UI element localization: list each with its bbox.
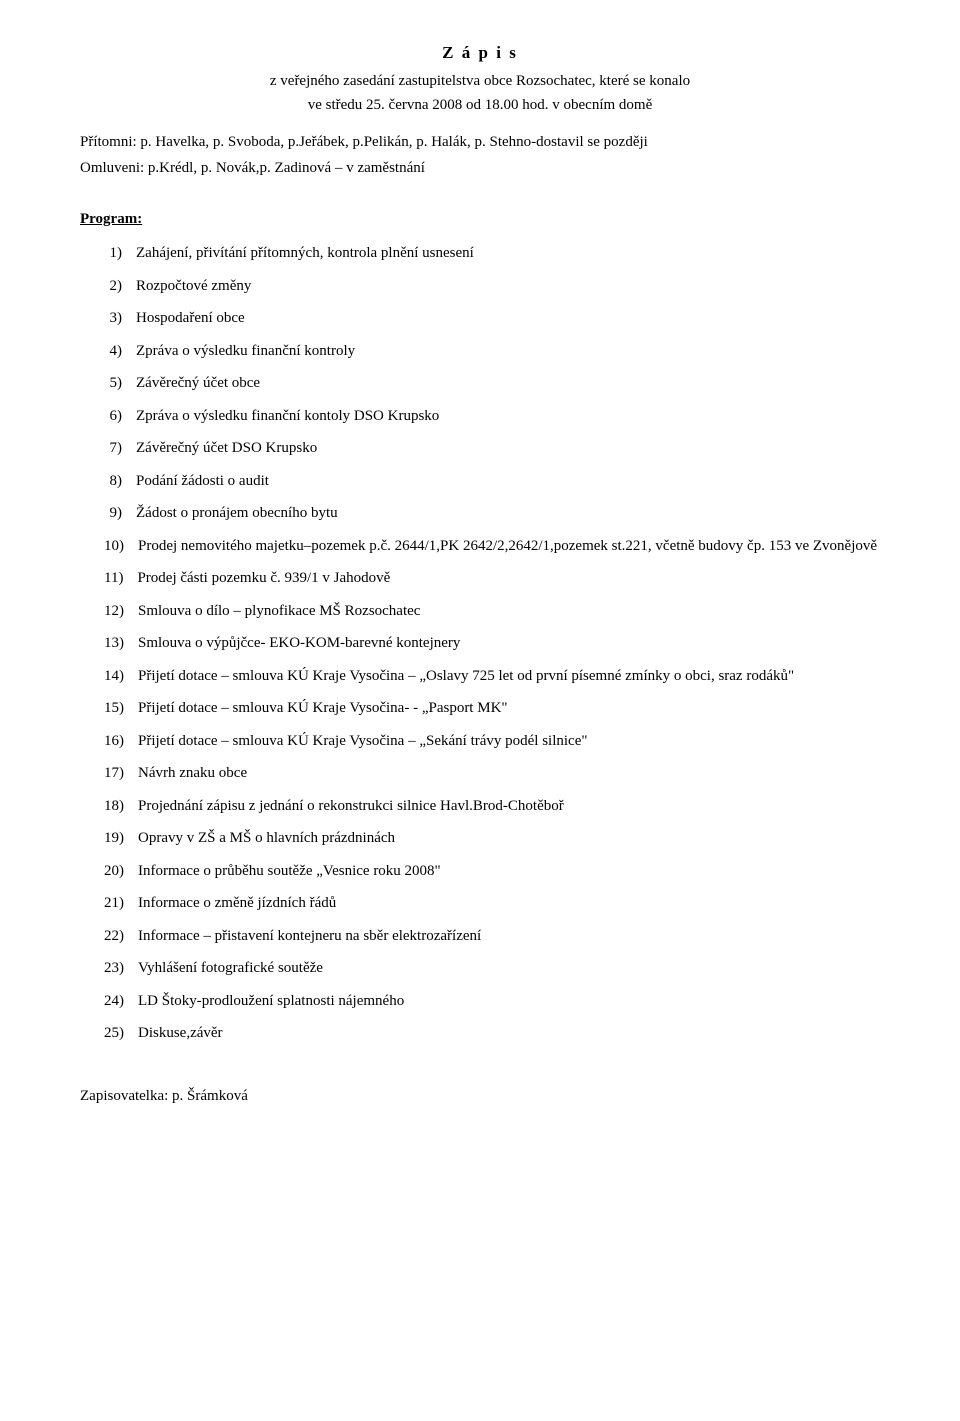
program-item-number: 1): [104, 242, 136, 265]
program-item-number: 8): [104, 470, 136, 493]
program-item-text: Prodej části pozemku č. 939/1 v Jahodově: [137, 567, 880, 590]
program-item: 23)Vyhlášení fotografické soutěže: [104, 957, 880, 980]
program-item-text: Zahájení, přivítání přítomných, kontrola…: [136, 242, 880, 265]
excused-line: Omluveni: p.Krédl, p. Novák,p. Zadinová …: [80, 157, 880, 180]
program-item: 2)Rozpočtové změny: [104, 275, 880, 298]
program-item: 18)Projednání zápisu z jednání o rekonst…: [104, 795, 880, 818]
program-item: 22)Informace – přistavení kontejneru na …: [104, 925, 880, 948]
program-item: 16)Přijetí dotace – smlouva KÚ Kraje Vys…: [104, 730, 880, 753]
program-item: 7)Závěrečný účet DSO Krupsko: [104, 437, 880, 460]
program-item-text: Hospodaření obce: [136, 307, 880, 330]
program-item-text: Vyhlášení fotografické soutěže: [138, 957, 880, 980]
program-item: 24) LD Štoky-prodloužení splatnosti náje…: [104, 990, 880, 1013]
document-title-block: Z á p i s z veřejného zasedání zastupite…: [80, 40, 880, 117]
program-item: 25)Diskuse,závěr: [104, 1022, 880, 1045]
program-item-number: 24): [104, 990, 138, 1013]
program-item-number: 5): [104, 372, 136, 395]
program-item-number: 19): [104, 827, 138, 850]
program-item-text: Zpráva o výsledku finanční kontoly DSO K…: [136, 405, 880, 428]
program-item-number: 14): [104, 665, 138, 688]
program-item-text: Informace o průběhu soutěže „Vesnice rok…: [138, 860, 880, 883]
program-item-number: 9): [104, 502, 136, 525]
program-item: 20)Informace o průběhu soutěže „Vesnice …: [104, 860, 880, 883]
program-item-text: Prodej nemovitého majetku–pozemek p.č. 2…: [138, 535, 880, 558]
program-item-number: 13): [104, 632, 138, 655]
program-item-number: 22): [104, 925, 138, 948]
program-item-text: LD Štoky-prodloužení splatnosti nájemnéh…: [138, 990, 880, 1013]
program-item: 15)Přijetí dotace – smlouva KÚ Kraje Vys…: [104, 697, 880, 720]
title-line-3: ve středu 25. června 2008 od 18.00 hod. …: [80, 94, 880, 117]
program-item: 14)Přijetí dotace – smlouva KÚ Kraje Vys…: [104, 665, 880, 688]
program-item-number: 4): [104, 340, 136, 363]
recorder-line: Zapisovatelka: p. Šrámková: [80, 1085, 880, 1108]
program-item: 5)Závěrečný účet obce: [104, 372, 880, 395]
program-item: 3)Hospodaření obce: [104, 307, 880, 330]
program-item: 9)Žádost o pronájem obecního bytu: [104, 502, 880, 525]
program-item: 4)Zpráva o výsledku finanční kontroly: [104, 340, 880, 363]
program-item-number: 11): [104, 567, 137, 590]
program-item-text: Diskuse,závěr: [138, 1022, 880, 1045]
program-item-text: Návrh znaku obce: [138, 762, 880, 785]
program-item-number: 20): [104, 860, 138, 883]
program-item-number: 23): [104, 957, 138, 980]
program-item-text: Opravy v ZŠ a MŠ o hlavních prázdninách: [138, 827, 880, 850]
program-item-number: 6): [104, 405, 136, 428]
program-item-text: Informace – přistavení kontejneru na sbě…: [138, 925, 880, 948]
program-item-text: Projednání zápisu z jednání o rekonstruk…: [138, 795, 880, 818]
program-item: 12)Smlouva o dílo – plynofikace MŠ Rozso…: [104, 600, 880, 623]
program-item-text: Závěrečný účet DSO Krupsko: [136, 437, 880, 460]
program-item-text: Přijetí dotace – smlouva KÚ Kraje Vysoči…: [138, 665, 880, 688]
program-item-text: Žádost o pronájem obecního bytu: [136, 502, 880, 525]
program-item-number: 15): [104, 697, 138, 720]
program-item: 8)Podání žádosti o audit: [104, 470, 880, 493]
program-item: 11)Prodej části pozemku č. 939/1 v Jahod…: [104, 567, 880, 590]
program-list: 1)Zahájení, přivítání přítomných, kontro…: [80, 242, 880, 1045]
title-line-1: Z á p i s: [80, 40, 880, 66]
program-item-text: Přijetí dotace – smlouva KÚ Kraje Vysoči…: [138, 697, 880, 720]
program-item-number: 10): [104, 535, 138, 558]
program-item: 19)Opravy v ZŠ a MŠ o hlavních prázdniná…: [104, 827, 880, 850]
program-item: 17)Návrh znaku obce: [104, 762, 880, 785]
program-item-text: Závěrečný účet obce: [136, 372, 880, 395]
program-item-text: Zpráva o výsledku finanční kontroly: [136, 340, 880, 363]
program-item-number: 18): [104, 795, 138, 818]
program-item: 10)Prodej nemovitého majetku–pozemek p.č…: [104, 535, 880, 558]
program-item-number: 2): [104, 275, 136, 298]
program-item-text: Smlouva o dílo – plynofikace MŠ Rozsocha…: [138, 600, 880, 623]
program-item-number: 25): [104, 1022, 138, 1045]
program-item: 13)Smlouva o výpůjčce- EKO-KOM-barevné k…: [104, 632, 880, 655]
program-item-text: Smlouva o výpůjčce- EKO-KOM-barevné kont…: [138, 632, 880, 655]
title-line-2: z veřejného zasedání zastupitelstva obce…: [80, 70, 880, 93]
program-item-text: Informace o změně jízdních řádů: [138, 892, 880, 915]
program-item-number: 16): [104, 730, 138, 753]
program-item-number: 17): [104, 762, 138, 785]
program-item: 1)Zahájení, přivítání přítomných, kontro…: [104, 242, 880, 265]
program-item-number: 7): [104, 437, 136, 460]
presence-line: Přítomni: p. Havelka, p. Svoboda, p.Jeřá…: [80, 131, 880, 154]
program-item-number: 21): [104, 892, 138, 915]
program-item: 21)Informace o změně jízdních řádů: [104, 892, 880, 915]
program-item-number: 3): [104, 307, 136, 330]
program-item-number: 12): [104, 600, 138, 623]
program-item-text: Přijetí dotace – smlouva KÚ Kraje Vysoči…: [138, 730, 880, 753]
program-item-text: Rozpočtové změny: [136, 275, 880, 298]
program-item-text: Podání žádosti o audit: [136, 470, 880, 493]
program-item: 6)Zpráva o výsledku finanční kontoly DSO…: [104, 405, 880, 428]
program-heading: Program:: [80, 208, 880, 231]
